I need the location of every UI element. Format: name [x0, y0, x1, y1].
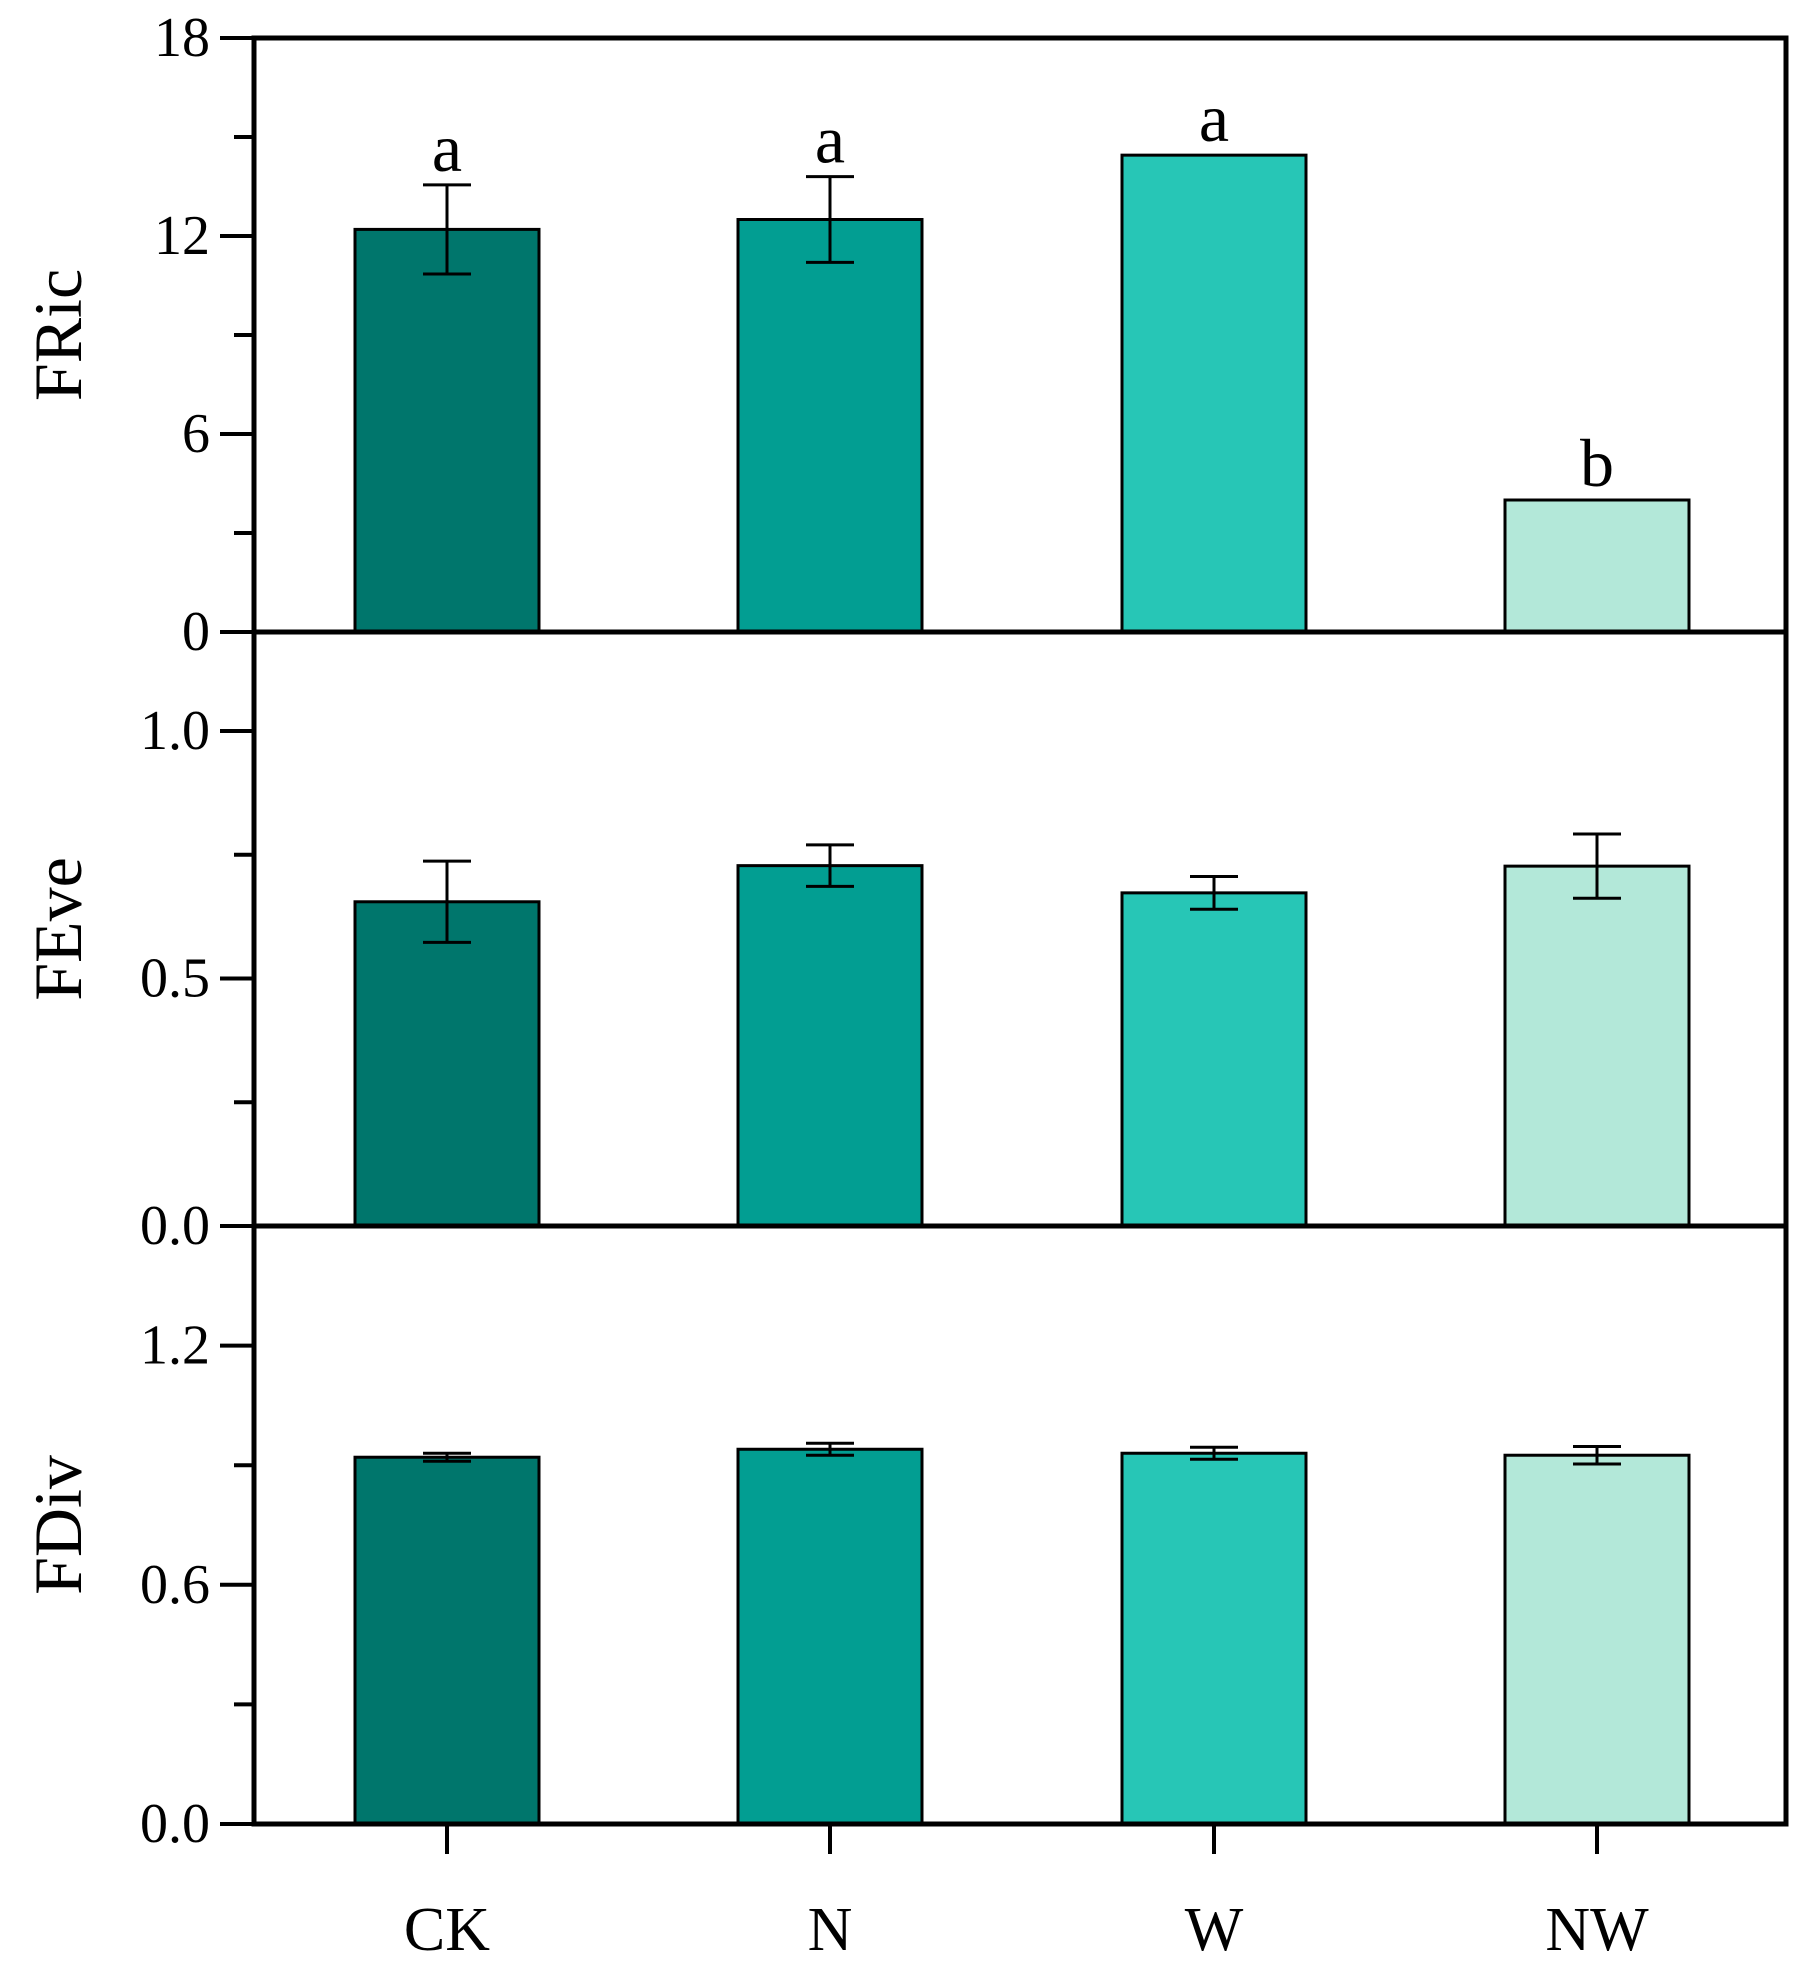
panel-1-tick-label: 0 [182, 601, 210, 663]
panel-3-bar-N [736, 1447, 924, 1826]
panel-3-ylabel: FDiv [20, 1455, 96, 1595]
panel-1-significance-label: a [1199, 80, 1229, 156]
panel-1-significance-label: a [432, 110, 462, 186]
panel-2-ylabel: FEve [20, 857, 96, 1001]
panel-2-tick-label: 0.0 [140, 1195, 210, 1257]
x-tick-label-NW: NW [1545, 1896, 1649, 1964]
panel-1-significance-label: a [815, 102, 845, 178]
panel-1-tick-label: 12 [154, 205, 210, 267]
panel-2-bar-CK [353, 900, 541, 1228]
panel-1-bar-N [736, 218, 924, 634]
panel-1-significance-label: b [1580, 425, 1614, 501]
panel-3-frame [251, 1223, 1789, 1827]
x-tick-label-W: W [1185, 1896, 1244, 1964]
panel-2-bar-N [736, 864, 924, 1228]
panel-2-tick-label: 1.0 [140, 700, 210, 762]
panel-3-tick-label: 0.6 [140, 1554, 210, 1616]
panel-1-tick-label: 18 [154, 7, 210, 69]
panel-1-tick-label: 6 [182, 403, 210, 465]
panel-3-bar-NW [1503, 1453, 1691, 1826]
panel-1-ylabel: FRic [20, 269, 96, 401]
panel-1-bar-NW [1503, 498, 1691, 634]
x-tick-label-N: N [808, 1896, 853, 1964]
x-tick-label-CK: CK [404, 1896, 490, 1964]
panel-2-tick-label: 0.5 [140, 948, 210, 1010]
panel-1-bar-W [1120, 153, 1308, 634]
panel-3-tick-label: 1.2 [140, 1315, 210, 1377]
panel-3-tick-label: 0.0 [140, 1793, 210, 1855]
panel-2-bar-W [1120, 891, 1308, 1228]
panel-3-bar-W [1120, 1451, 1308, 1826]
panel-1-bar-CK [353, 227, 541, 634]
panel-2-bar-NW [1503, 864, 1691, 1228]
panel-3-bar-CK [353, 1455, 541, 1826]
